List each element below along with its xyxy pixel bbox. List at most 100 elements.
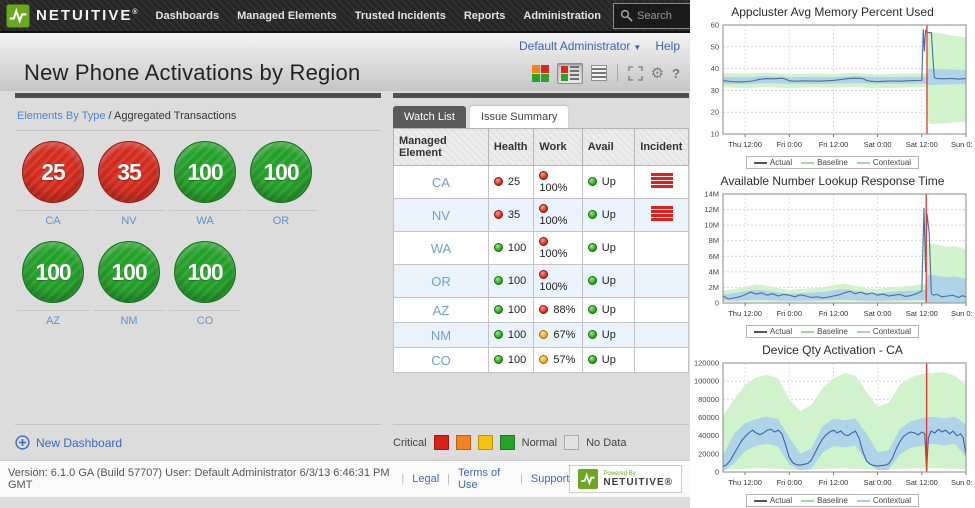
- breadcrumb-parent-link[interactable]: Elements By Type: [17, 110, 106, 122]
- legend-critical-label: Critical: [393, 436, 427, 449]
- svg-text:100000: 100000: [694, 377, 719, 386]
- footer-link-support[interactable]: Support: [530, 473, 570, 485]
- new-dashboard-button[interactable]: New Dashboard: [15, 435, 122, 450]
- main-column: NETUITIVE® Dashboards Managed Elements Tru…: [0, 0, 751, 508]
- legend-item-contextual: Contextual: [856, 496, 911, 505]
- health-value: 100: [507, 354, 527, 366]
- watch-table-row[interactable]: OR 100 100% Up: [393, 264, 689, 298]
- help-link[interactable]: Help: [655, 39, 680, 53]
- element-label[interactable]: CA: [45, 215, 61, 227]
- split-view-icon[interactable]: [556, 62, 583, 84]
- work-status-dot: [539, 204, 549, 213]
- element-link[interactable]: OR: [431, 273, 451, 289]
- element-link[interactable]: NV: [431, 207, 450, 223]
- svg-text:Sat 12:00: Sat 12:00: [906, 478, 938, 487]
- col-incident[interactable]: Incident: [634, 128, 689, 166]
- nav-item-dashboards[interactable]: Dashboards: [155, 9, 220, 22]
- brand-logo[interactable]: NETUITIVE®: [6, 3, 140, 28]
- element-health-circle[interactable]: 100: [250, 141, 312, 203]
- footer-link-separator: |: [520, 473, 523, 485]
- element-health-circle[interactable]: 100: [22, 241, 84, 303]
- element-link[interactable]: WA: [430, 240, 452, 256]
- chart-title: Available Number Lookup Response Time: [720, 174, 945, 188]
- powered-by-label: Powered By: [603, 470, 636, 477]
- watch-table-row[interactable]: NM 100 67% Up: [393, 322, 689, 348]
- element-health-value: 35: [117, 158, 142, 185]
- element-status-tile[interactable]: 100 CO: [167, 241, 243, 327]
- tab-watch-list[interactable]: Watch List: [393, 106, 466, 128]
- col-managed-element[interactable]: Managed Element: [393, 128, 489, 166]
- legend-normal-label: Normal: [521, 436, 558, 449]
- nav-item-managed-elements[interactable]: Managed Elements: [237, 9, 337, 22]
- element-label[interactable]: AZ: [45, 315, 61, 327]
- chart-block-0: Appcluster Avg Memory Percent Used 10 20 30…: [690, 0, 975, 169]
- tab-issue-summary[interactable]: Issue Summary: [469, 106, 569, 128]
- watch-table-row[interactable]: AZ 100 88% Up: [393, 297, 689, 323]
- user-menu[interactable]: Default Administrator ▼: [519, 39, 642, 53]
- col-health[interactable]: Health: [487, 128, 535, 166]
- element-link[interactable]: NM: [430, 327, 452, 343]
- element-health-circle[interactable]: 100: [98, 241, 160, 303]
- breadcrumb-current: Aggregated Transactions: [114, 110, 237, 122]
- element-label[interactable]: NV: [121, 215, 137, 227]
- avail-status-dot: [587, 305, 597, 314]
- element-health-circle[interactable]: 100: [174, 241, 236, 303]
- element-label[interactable]: NM: [120, 315, 138, 327]
- element-status-tile[interactable]: 35 NV: [91, 141, 167, 227]
- watchlist-tabs: Watch List Issue Summary: [393, 106, 689, 128]
- nav-item-administration[interactable]: Administration: [523, 9, 601, 22]
- list-view-icon[interactable]: [590, 65, 607, 81]
- nav-item-reports[interactable]: Reports: [463, 9, 506, 22]
- expand-icon[interactable]: [627, 65, 643, 81]
- element-health-circle[interactable]: 25: [22, 141, 84, 203]
- grid-view-icon[interactable]: [531, 64, 549, 82]
- work-status-dot: [539, 355, 549, 364]
- svg-text:8M: 8M: [709, 236, 719, 245]
- svg-text:Fri 12:00: Fri 12:00: [819, 309, 849, 318]
- watch-table-row[interactable]: CA 25 100% Up: [393, 165, 689, 199]
- svg-text:120000: 120000: [694, 359, 719, 368]
- svg-text:Sat 0:00: Sat 0:00: [864, 309, 892, 318]
- gear-icon[interactable]: ⚙: [650, 64, 665, 82]
- health-status-dot: [493, 243, 503, 252]
- footer-bar: Version: 6.1.0 GA (Build 57707) User: De…: [0, 460, 690, 497]
- incident-icon[interactable]: [650, 206, 673, 221]
- footer-link-legal[interactable]: Legal: [412, 473, 440, 485]
- watch-table-row[interactable]: CO 100 57% Up: [393, 347, 689, 373]
- svg-text:80000: 80000: [698, 395, 719, 404]
- powered-by-badge[interactable]: Powered By NETUITIVE®: [569, 465, 682, 493]
- avail-value: Up: [601, 176, 616, 188]
- element-status-tile[interactable]: 25 CA: [15, 141, 91, 227]
- element-status-tile[interactable]: 100 WA: [167, 141, 243, 227]
- work-value: 100%: [539, 248, 568, 260]
- element-health-circle[interactable]: 35: [98, 141, 160, 203]
- footer-link-terms-of-use[interactable]: Terms of Use: [458, 467, 501, 491]
- element-health-circle[interactable]: 100: [174, 141, 236, 203]
- col-avail[interactable]: Avail: [581, 128, 636, 166]
- watchlist-panel: Watch List Issue Summary Managed Element …: [393, 98, 689, 424]
- svg-text:40: 40: [711, 64, 719, 73]
- svg-text:0: 0: [715, 299, 719, 308]
- element-status-tile[interactable]: 100 AZ: [15, 241, 91, 327]
- element-label[interactable]: CO: [196, 315, 214, 327]
- watch-table-row[interactable]: WA 100 100% Up: [393, 231, 689, 265]
- element-status-tile[interactable]: 100 NM: [91, 241, 167, 327]
- avail-status-dot: [587, 355, 597, 364]
- element-link[interactable]: CO: [431, 352, 451, 368]
- incident-icon[interactable]: [650, 173, 673, 188]
- watch-table-row[interactable]: NV 35 100% Up: [393, 198, 689, 232]
- element-health-value: 100: [187, 158, 223, 185]
- svg-text:Fri 12:00: Fri 12:00: [819, 478, 849, 487]
- element-health-value: 100: [263, 158, 299, 185]
- element-status-tile[interactable]: 100 OR: [243, 141, 319, 227]
- svg-text:Fri 0:00: Fri 0:00: [777, 309, 802, 318]
- element-link[interactable]: CA: [431, 174, 450, 190]
- element-link[interactable]: AZ: [432, 302, 450, 318]
- svg-text:Fri 12:00: Fri 12:00: [819, 140, 849, 149]
- col-work[interactable]: Work: [533, 128, 583, 166]
- nav-item-trusted-incidents[interactable]: Trusted Incidents: [354, 9, 446, 22]
- chart-legend: Actual Baseline Contextual: [690, 325, 975, 338]
- element-label[interactable]: WA: [196, 215, 214, 227]
- help-icon[interactable]: ?: [672, 65, 680, 81]
- element-label[interactable]: OR: [272, 215, 290, 227]
